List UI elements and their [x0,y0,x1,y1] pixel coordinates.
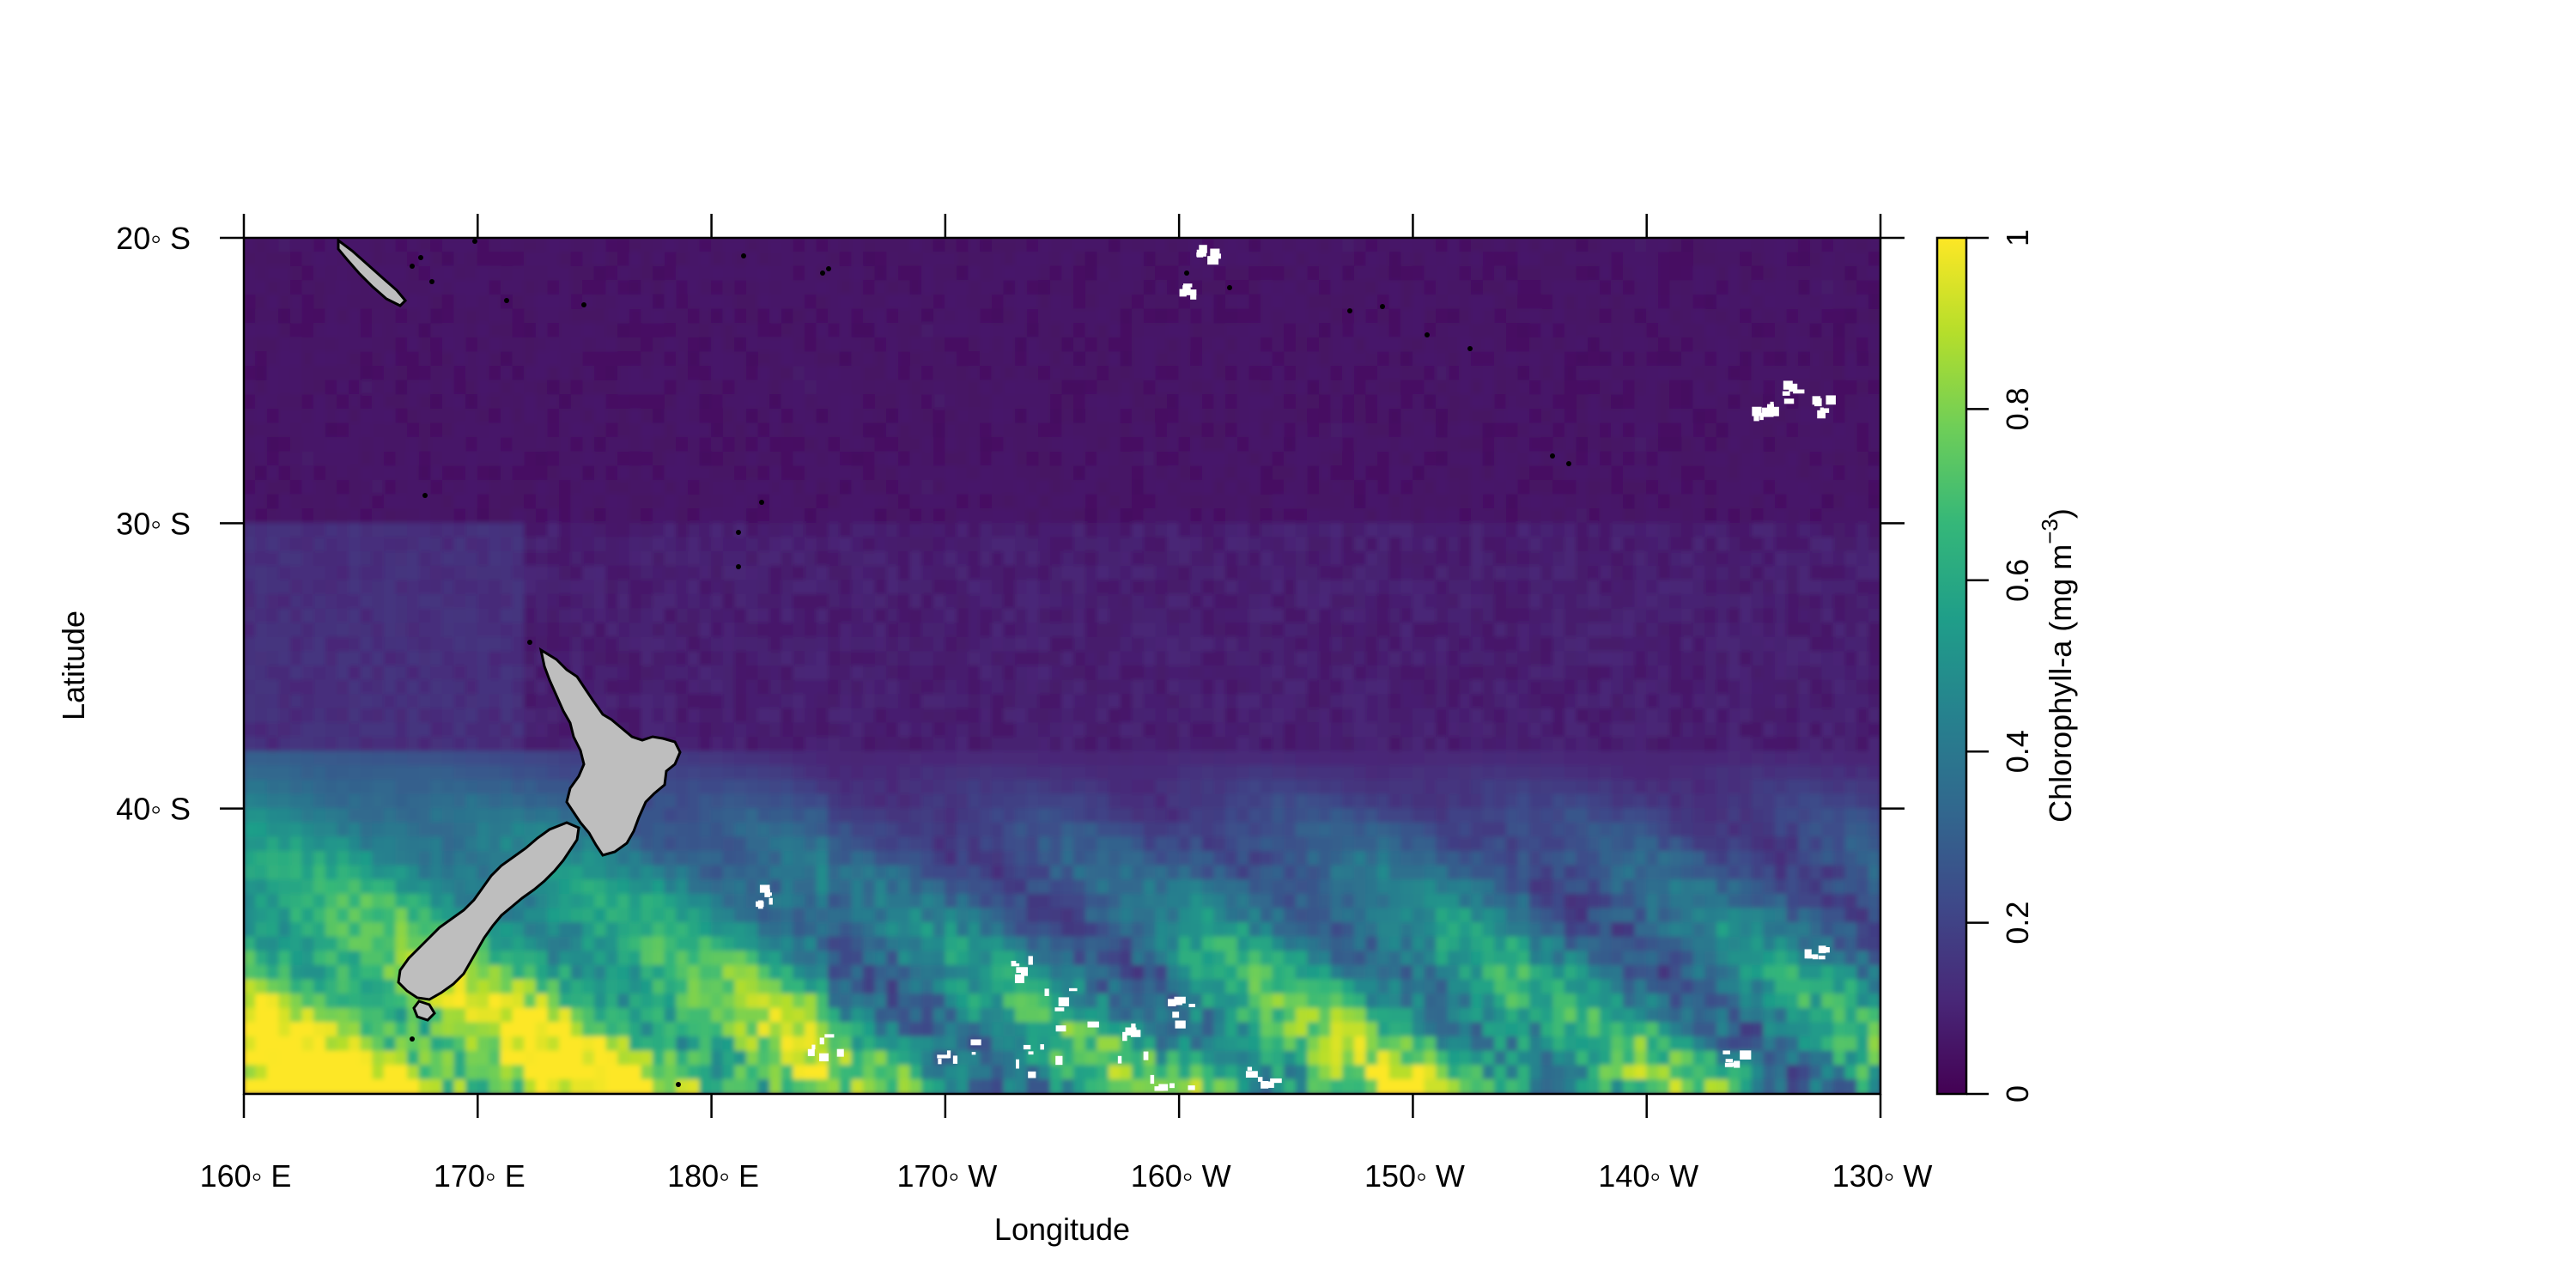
x-tick-label: 180◦ E [667,1158,759,1194]
x-tick-label: 130◦ W [1832,1158,1933,1194]
y-axis-right [1880,236,1905,810]
colorbar-tick-label: 0.2 [2000,902,2035,945]
new-caledonia [337,238,408,307]
island-dot [472,239,477,244]
land-layer [337,238,1571,1087]
new-zealand-south-island [397,821,580,1001]
island-dot [736,564,741,569]
x-tick-label: 170◦ W [896,1158,997,1194]
x-axis-bottom: 160◦ E 170◦ E 180◦ E 170◦ W 160◦ W 150◦ W 140◦… [200,1094,1933,1194]
x-tick-label: 170◦ E [434,1158,526,1194]
chlorophyll-field [244,238,1880,1094]
island-dot [504,298,509,303]
island-dot [418,255,423,260]
island-dot [741,253,746,258]
colorbar-title: Chlorophyll-a (mg m−3) [2037,508,2078,823]
small-islands [410,239,1571,1087]
island-dot [1227,285,1232,290]
colorbar [1935,236,1968,1096]
island-dot [759,500,764,505]
island-dot [1550,453,1555,459]
island-dot [410,264,415,269]
y-axis-left: 20◦ S 30◦ S 40◦ S [116,221,244,827]
colorbar-title-main: Chlorophyll-a (mg m [2043,544,2078,823]
island-dot [422,493,428,498]
colorbar-tick-label: 1 [2000,229,2035,246]
island-dot [429,279,434,284]
island-dot [826,266,831,271]
island-dot [527,640,532,645]
island-dot [1467,346,1473,351]
x-tick-label: 160◦ W [1131,1158,1231,1194]
y-tick-label: 20◦ S [116,221,191,256]
colorbar-tick-label: 0.8 [2000,387,2035,430]
colorbar-tick-label: 0.4 [2000,730,2035,773]
new-zealand-north-island [538,647,682,857]
x-axis-top [242,214,1882,238]
island-dot [410,1036,415,1042]
island-dot [1380,304,1385,309]
colorbar-title-superscript: −3 [2037,519,2063,544]
y-tick-label: 30◦ S [116,506,191,541]
stewart-island [412,999,436,1022]
x-tick-label: 150◦ W [1364,1158,1465,1194]
y-axis-title: Latitude [56,611,91,720]
island-dot [581,302,586,307]
island-dot [736,530,741,535]
plot-frame [242,236,1882,1096]
x-tick-label: 140◦ W [1598,1158,1698,1194]
x-axis-title: Longitude [994,1212,1130,1247]
colorbar-tick-label: 0 [2000,1085,2035,1103]
colorbar-ticks: 0 0.2 0.4 0.6 0.8 1 [1966,229,2035,1103]
island-dot [1347,308,1352,313]
island-dot [676,1082,681,1087]
island-dot [1425,332,1430,337]
colorbar-tick-label: 0.6 [2000,559,2035,602]
island-dot [1566,461,1571,466]
colorbar-title-end: ) [2043,508,2078,519]
x-tick-label: 160◦ E [200,1158,292,1194]
y-tick-label: 40◦ S [116,792,191,827]
island-dot [1184,270,1189,276]
island-dot [820,270,825,276]
